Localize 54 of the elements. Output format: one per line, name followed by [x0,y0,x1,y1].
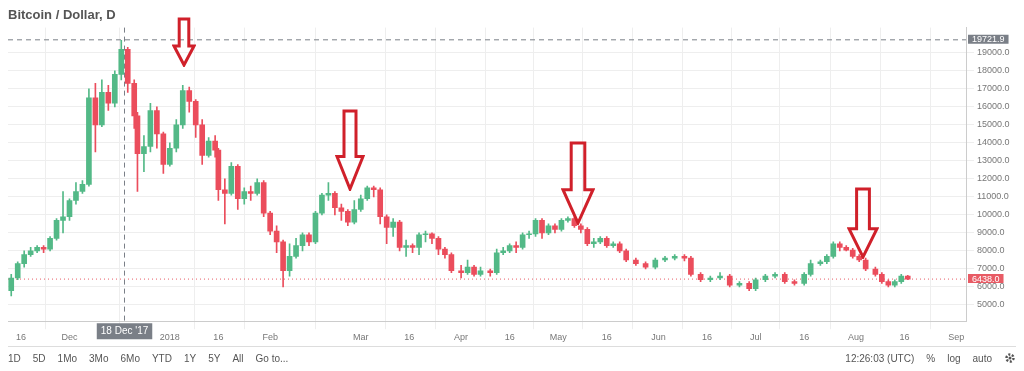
chart-title: Bitcoin / Dollar, D [8,7,116,23]
y-tick-label: 8000.0 [977,245,1005,256]
candlestick [458,265,464,279]
text: % [926,352,936,364]
ref-line-label: 6438.0 [972,273,1000,284]
y-tick-label: 16000.0 [977,101,1010,112]
text: 1D [8,352,21,364]
x-tick-label: 16 [799,332,810,343]
text: 5Y [208,352,221,364]
y-tick-label: 9000.0 [977,227,1005,238]
y-tick-label: 13000.0 [977,155,1010,166]
y-tick-label: 14000.0 [977,137,1010,148]
text: Go to... [255,352,289,364]
x-tick-label: Sep [948,332,965,343]
y-tick-label: 6000.0 [977,281,1005,292]
x-tick-label: 16 [702,332,713,343]
x-tick-label: Jun [651,332,666,343]
x-tick-label: May [549,332,568,343]
ref-line-label: 18 Dec '17 [100,324,149,336]
x-tick-label: 16 [899,332,910,343]
text: log [947,352,961,364]
text: 1Mo [57,352,78,364]
x-tick-label: 16 [15,332,26,343]
text: All [232,352,244,364]
y-tick-label: 18000.0 [977,65,1010,76]
text: 1Y [183,352,197,364]
text: YTD [151,352,172,364]
x-tick-label: 16 [404,332,415,343]
text: 6Mo [120,352,140,364]
y-tick-label: 5000.0 [977,299,1005,310]
y-tick-label: 17000.0 [977,83,1010,94]
y-tick-label: 11000.0 [977,191,1009,202]
x-tick-label: 16 [213,332,224,343]
x-tick-label: Feb [262,332,278,343]
text: 12:26:03 (UTC) [845,352,915,364]
x-tick-label: Mar [353,332,369,343]
text: 5D [32,352,46,364]
y-tick-label: 12000.0 [977,173,1010,184]
candlestick [247,185,254,201]
x-tick-label: 16 [601,332,612,343]
y-tick-label: 15000.0 [977,119,1010,130]
y-tick-label: 7000.0 [977,263,1005,274]
text: auto [972,352,992,364]
x-tick-label: Aug [847,332,864,343]
y-tick-label: 19000.0 [977,47,1010,58]
y-tick-label: 10000.0 [977,209,1010,220]
x-tick-label: Apr [454,332,469,343]
x-tick-label: Jul [749,332,762,343]
x-tick-label: 2018 [159,332,180,343]
text: 3Mo [89,352,109,364]
candlestick [403,239,409,257]
x-tick-label: Dec [61,332,78,343]
x-tick-label: 16 [504,332,515,343]
ref-line-label: 19721.9 [972,34,1005,45]
